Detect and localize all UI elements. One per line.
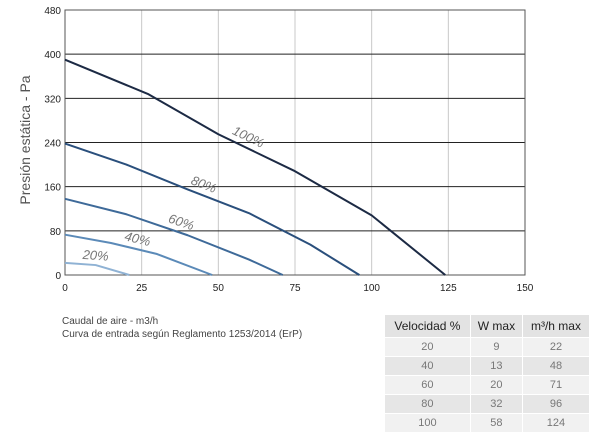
table-row: 80 32 96 bbox=[384, 394, 591, 414]
cell-flow: 48 bbox=[521, 356, 591, 376]
y-tick-label: 320 bbox=[44, 94, 61, 105]
table-row: 100 58 124 bbox=[384, 413, 591, 433]
curves bbox=[64, 58, 446, 276]
y-tick-label: 0 bbox=[55, 271, 61, 282]
cell-flow: 96 bbox=[521, 394, 591, 414]
table-row: 20 9 22 bbox=[384, 337, 591, 357]
x-tick-label: 75 bbox=[289, 283, 301, 294]
regulation-note: Curva de entrada según Reglamento 1253/2… bbox=[62, 329, 303, 340]
curve-80-pct bbox=[64, 142, 360, 276]
x-tick-label: 125 bbox=[440, 283, 457, 294]
header-m3h-max: m³/h max bbox=[521, 314, 591, 338]
x-tick-labels: 0 25 50 75 100 125 150 bbox=[62, 283, 534, 294]
y-tick-labels: 0 80 160 240 320 400 480 bbox=[44, 6, 61, 282]
cell-flow: 71 bbox=[521, 375, 591, 395]
cell-speed: 80 bbox=[384, 394, 471, 414]
curve-label-40-pct: 40% bbox=[123, 228, 152, 249]
x-tick-label: 100 bbox=[363, 283, 380, 294]
y-tick-label: 240 bbox=[44, 139, 61, 150]
curve-label-20-pct: 20% bbox=[81, 247, 109, 264]
speed-spec-table: Velocidad % W max m³/h max 20 9 22 40 13… bbox=[384, 314, 591, 433]
cell-speed: 60 bbox=[384, 375, 471, 395]
curve-label-100-pct: 100% bbox=[230, 123, 266, 151]
y-tick-label: 160 bbox=[44, 183, 61, 194]
grid-lines bbox=[64, 9, 526, 276]
cell-watts: 58 bbox=[469, 413, 523, 433]
x-tick-label: 0 bbox=[62, 283, 68, 294]
cell-watts: 9 bbox=[469, 337, 523, 357]
curve-100-pct bbox=[64, 58, 446, 276]
cell-flow: 22 bbox=[521, 337, 591, 357]
curve-40-pct bbox=[64, 233, 213, 276]
header-velocidad: Velocidad % bbox=[384, 314, 471, 338]
chart-notes: Caudal de aire - m3/h Curva de entrada s… bbox=[62, 315, 302, 341]
table-header-row: Velocidad % W max m³/h max bbox=[384, 314, 591, 338]
y-tick-label: 80 bbox=[50, 227, 62, 238]
cell-flow: 124 bbox=[521, 413, 591, 433]
x-tick-label: 150 bbox=[517, 283, 534, 294]
fan-curve-chart: 0 25 50 75 100 125 150 0 80 160 240 320 400 480 100%… bbox=[17, 6, 534, 294]
flow-unit-note: Caudal de aire - m3/h bbox=[62, 316, 159, 327]
y-tick-label: 480 bbox=[44, 6, 61, 17]
x-tick-label: 25 bbox=[136, 283, 148, 294]
curve-20-pct bbox=[64, 261, 130, 276]
x-tick-label: 50 bbox=[213, 283, 225, 294]
cell-speed: 20 bbox=[384, 337, 471, 357]
y-axis-label: Presión estática - Pa bbox=[17, 75, 33, 204]
plot-frame bbox=[64, 9, 526, 276]
cell-watts: 20 bbox=[469, 375, 523, 395]
cell-watts: 13 bbox=[469, 356, 523, 376]
table-row: 40 13 48 bbox=[384, 356, 591, 376]
cell-speed: 100 bbox=[384, 413, 471, 433]
cell-watts: 32 bbox=[469, 394, 523, 414]
curve-60-pct bbox=[64, 197, 284, 276]
header-w-max: W max bbox=[469, 314, 523, 338]
table-row: 60 20 71 bbox=[384, 375, 591, 395]
cell-speed: 40 bbox=[384, 356, 471, 376]
y-tick-label: 400 bbox=[44, 50, 61, 61]
